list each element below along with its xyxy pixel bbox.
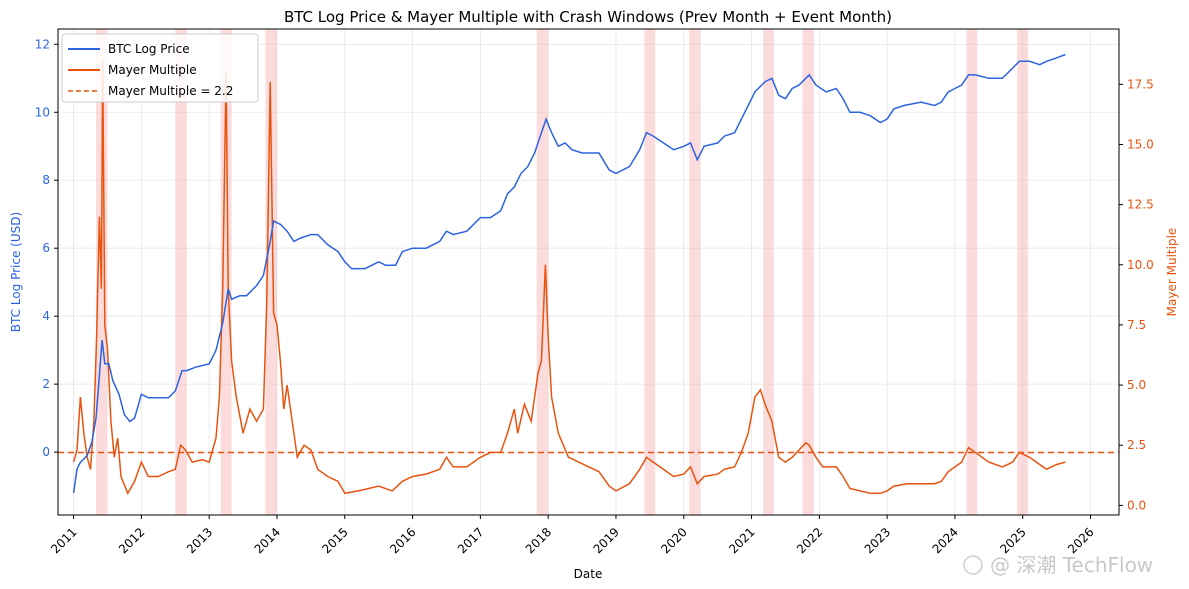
- y-right-tick-label: 17.5: [1127, 77, 1154, 91]
- x-tick-label: 2018: [523, 525, 554, 556]
- x-tick-label: 2022: [794, 525, 825, 556]
- crash-window-band: [536, 29, 549, 515]
- chart-title: BTC Log Price & Mayer Multiple with Cras…: [284, 8, 892, 26]
- x-tick-label: 2013: [184, 525, 215, 556]
- y-right-tick-label: 15.0: [1127, 137, 1154, 151]
- x-tick-label: 2026: [1065, 525, 1096, 556]
- y-right-axis-ticks: 0.0 2.5 5.0 7.5 10.0 12.5 15.0 17.5: [1119, 77, 1154, 512]
- y-right-tick-label: 10.0: [1127, 258, 1154, 272]
- y-left-tick-label: 12: [35, 37, 50, 51]
- crash-window-band: [802, 29, 814, 515]
- y-left-tick-label: 10: [35, 105, 50, 119]
- btc-log-price-line: [72, 53, 1066, 494]
- crash-window-band: [763, 29, 774, 515]
- legend-label-threshold: Mayer Multiple = 2.2: [108, 84, 233, 98]
- y-right-tick-label: 0.0: [1127, 498, 1146, 512]
- y-left-tick-label: 2: [42, 377, 50, 391]
- plot-lines: [58, 53, 1119, 496]
- y-right-tick-label: 5.0: [1127, 378, 1146, 392]
- x-tick-label: 2019: [591, 525, 622, 556]
- x-axis-ticks: 2011 2012 2013 2014 2015 2016 2017 2018 2019 2020…: [48, 515, 1097, 556]
- y-left-tick-label: 0: [42, 445, 50, 459]
- crash-window-band: [966, 29, 978, 515]
- x-tick-label: 2017: [455, 525, 486, 556]
- crash-window-band: [220, 29, 232, 515]
- mayer-multiple-line: [72, 60, 1066, 496]
- legend-box: [61, 33, 259, 103]
- y-right-tick-label: 7.5: [1127, 318, 1146, 332]
- y-left-tick-label: 6: [42, 241, 50, 255]
- x-tick-label: 2015: [319, 525, 350, 556]
- legend: BTC Log Price Mayer Multiple Mayer Multi…: [61, 33, 259, 103]
- watermark-text: @ 深潮 TechFlow: [990, 553, 1153, 577]
- x-axis-label: Date: [574, 567, 603, 581]
- x-tick-label: 2024: [930, 525, 961, 556]
- crash-window-band: [689, 29, 701, 515]
- y-right-axis-label: Mayer Multiple: [1165, 228, 1179, 317]
- x-tick-label: 2011: [48, 525, 79, 556]
- crash-window-band: [265, 29, 277, 515]
- legend-label-mayer: Mayer Multiple: [108, 63, 197, 77]
- crash-window-band: [644, 29, 656, 515]
- x-tick-label: 2021: [726, 525, 757, 556]
- x-tick-label: 2025: [997, 525, 1028, 556]
- watermark-logo-icon: [963, 555, 983, 575]
- y-left-axis-label: BTC Log Price (USD): [9, 212, 23, 332]
- crash-window-band: [1017, 29, 1029, 515]
- x-tick-label: 2016: [387, 525, 418, 556]
- plot-frame: [57, 28, 1120, 516]
- x-tick-label: 2023: [862, 525, 893, 556]
- y-left-axis-ticks: 0 2 4 6 8 10 12: [35, 37, 58, 459]
- x-tick-label: 2014: [252, 525, 283, 556]
- crash-window-band: [175, 29, 187, 515]
- x-tick-label: 2012: [116, 525, 147, 556]
- y-right-tick-label: 12.5: [1127, 198, 1154, 212]
- y-left-tick-label: 8: [42, 173, 50, 187]
- y-left-tick-label: 4: [42, 309, 50, 323]
- watermark: @ 深潮 TechFlow: [963, 553, 1153, 577]
- x-tick-label: 2020: [658, 525, 689, 556]
- legend-label-price: BTC Log Price: [108, 42, 190, 56]
- y-right-tick-label: 2.5: [1127, 438, 1146, 452]
